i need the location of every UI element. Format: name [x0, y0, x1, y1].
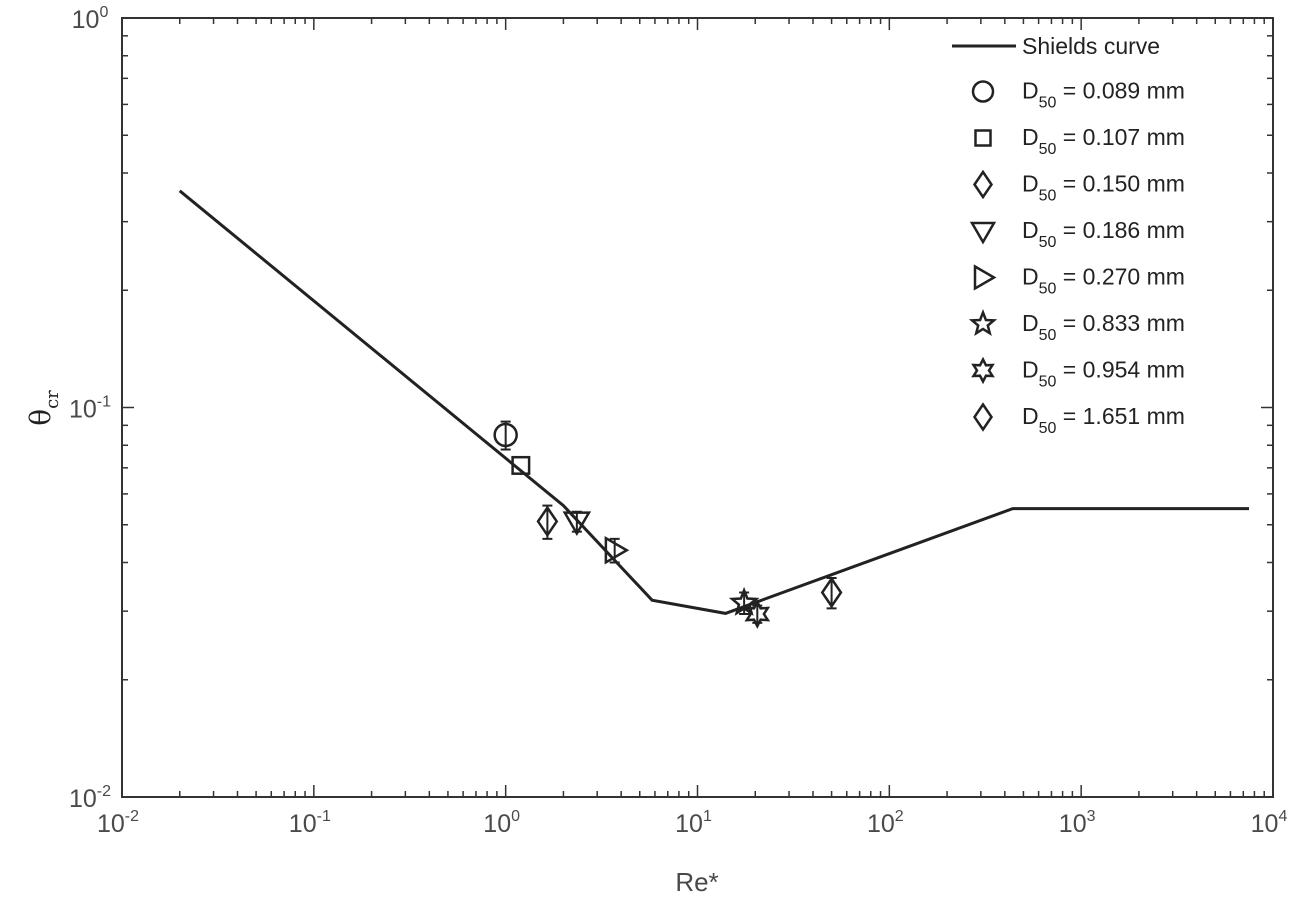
data-points-layer — [493, 420, 843, 629]
y-tick-label: 10-2 — [69, 783, 111, 813]
x-tick-label: 103 — [1059, 808, 1096, 838]
y-tick-label: 10-1 — [69, 394, 111, 424]
legend-marker-circle — [971, 80, 995, 103]
y-tick-label: 100 — [72, 4, 109, 34]
legend-entry: D50 = 0.089 mm — [1022, 78, 1185, 112]
tick-labels: 10-2 10-1 100 101 102 103 104 10-2 10-1 100 — [69, 4, 1287, 838]
x-tick-label: 104 — [1251, 808, 1288, 838]
legend-marker-star6 — [971, 356, 995, 385]
legend-marker-triangle-down — [969, 221, 997, 245]
legend-marker-star5 — [968, 309, 998, 337]
data-point-triangle-down — [562, 511, 592, 536]
x-tick-label: 102 — [867, 808, 904, 838]
legend-entry: D50 = 0.954 mm — [1022, 357, 1185, 391]
x-tick-label: 100 — [483, 808, 520, 838]
shields-curve-line — [178, 189, 1249, 615]
data-point-triangle-right — [604, 535, 630, 565]
legend-entry-shields-curve: Shields curve — [1022, 33, 1160, 59]
legend-entry: D50 = 1.651 mm — [1022, 403, 1185, 437]
y-axis-label-sub: cr — [42, 390, 63, 409]
y-axis-label-base: θ — [24, 409, 57, 426]
data-point-star5 — [728, 586, 760, 616]
x-tick-label: 101 — [675, 808, 712, 838]
legend: Shields curve D50 = 0.089 mm D50 = 0.107 m… — [952, 33, 1185, 437]
data-point-diamond — [820, 576, 843, 609]
x-tick-label: 10-1 — [289, 808, 331, 838]
legend-entry: D50 = 0.150 mm — [1022, 171, 1185, 205]
x-axis-label: Re* — [675, 867, 718, 897]
data-point-diamond — [536, 505, 559, 538]
legend-entry: D50 = 0.270 mm — [1022, 264, 1185, 298]
legend-marker-triangle-right — [973, 264, 997, 291]
legend-marker-diamond — [972, 402, 994, 432]
y-axis-label: θcr — [24, 390, 63, 426]
legend-entry: D50 = 0.186 mm — [1022, 217, 1185, 251]
data-point-star6 — [744, 599, 771, 629]
legend-entry: D50 = 0.107 mm — [1022, 124, 1185, 158]
legend-marker-square — [974, 129, 992, 147]
shields-curve-layer — [178, 189, 1249, 615]
legend-entry: D50 = 0.833 mm — [1022, 310, 1185, 344]
x-tick-label: 10-2 — [97, 808, 139, 838]
axis-ticks — [121, 18, 1273, 798]
legend-marker-diamond — [972, 169, 994, 200]
data-point-square — [511, 455, 531, 475]
data-point-circle — [493, 422, 518, 448]
